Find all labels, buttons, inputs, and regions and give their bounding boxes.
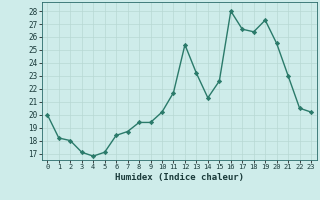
X-axis label: Humidex (Indice chaleur): Humidex (Indice chaleur) bbox=[115, 173, 244, 182]
